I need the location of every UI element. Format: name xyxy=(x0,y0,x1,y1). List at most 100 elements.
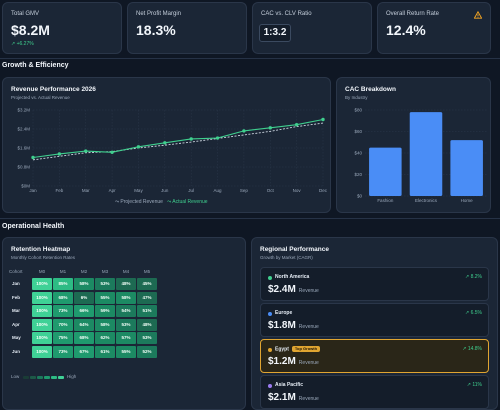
heatmap-cell[interactable]: 47% xyxy=(137,291,157,304)
heatmap-cell[interactable]: 73% xyxy=(53,305,73,317)
heatmap-col-header: M1 xyxy=(59,269,67,274)
section-divider xyxy=(0,58,500,59)
heatmap-title: Retention Heatmap xyxy=(11,246,71,253)
heatmap-cell[interactable]: 66% xyxy=(74,305,94,317)
heatmap-cell[interactable]: 73% xyxy=(53,345,73,358)
heatmap-cell[interactable]: 85% xyxy=(53,278,73,290)
heatmap-cell[interactable]: 75% xyxy=(53,332,73,344)
kpi-card-return-rate: Overall Return Rate 12.4% xyxy=(377,2,491,54)
heatmap-cell[interactable]: 100% xyxy=(32,318,52,331)
x-tick-label: Fashion xyxy=(377,198,394,203)
region-growth: ↗ 14.8% xyxy=(462,346,482,352)
data-point-actual xyxy=(57,152,62,156)
heatmap-cell[interactable]: 52% xyxy=(137,345,157,358)
heatmap-cell[interactable]: 53% xyxy=(116,318,136,331)
heatmap-cell[interactable]: 55% xyxy=(116,345,136,358)
section-divider xyxy=(0,218,500,219)
region-value: $1.8M Revenue xyxy=(268,320,319,331)
x-tick-label: Electronics xyxy=(415,198,438,203)
x-tick-label: Feb xyxy=(55,188,63,193)
heatmap-cell[interactable]: 58% xyxy=(74,278,94,290)
heatmap-cell[interactable]: 100% xyxy=(32,345,52,358)
trend-up-icon: ↗ xyxy=(11,41,16,47)
heatmap-cell[interactable]: 57% xyxy=(116,332,136,344)
heatmap-cell[interactable]: 51% xyxy=(137,305,157,317)
heatmap-cell[interactable]: 54% xyxy=(116,305,136,317)
legend-swatch xyxy=(30,376,36,379)
region-item-north-america[interactable]: North America $2.4M Revenue ↗ 8.2% xyxy=(260,267,489,301)
heatmap-cell[interactable]: 100% xyxy=(32,291,52,304)
heatmap-cell[interactable]: 100% xyxy=(32,332,52,344)
region-item-asia-pacific[interactable]: Asia Pacific $2.1M Revenue ↗ 11% xyxy=(260,375,489,409)
heatmap-cell[interactable]: 55% xyxy=(95,291,115,304)
heatmap-cell[interactable]: 61% xyxy=(95,345,115,358)
bar-home xyxy=(450,140,483,196)
region-name: Asia Pacific xyxy=(275,382,304,388)
series-line-actual xyxy=(32,118,324,159)
revenue-chart-legend: ⤳ Projected Revenue ⤳ Actual Revenue xyxy=(115,199,208,205)
kpi-delta-text: +6.27% xyxy=(16,41,34,47)
retention-heatmap-card: Retention Heatmap Monthly Cohort Retenti… xyxy=(2,237,246,410)
section-title-operational: Operational Health xyxy=(2,223,65,230)
heatmap-cell[interactable]: 64% xyxy=(74,318,94,331)
heatmap-cell[interactable]: 67% xyxy=(74,345,94,358)
region-item-egypt[interactable]: Egypt Top Growth $1.2M Revenue ↗ 14.8% xyxy=(260,339,489,373)
x-tick-label: Home xyxy=(461,198,474,203)
region-name: Europe xyxy=(275,310,293,316)
heatmap-cell[interactable]: 48% xyxy=(137,318,157,331)
data-point-actual xyxy=(189,137,193,141)
region-growth: ↗ 11% xyxy=(466,382,482,388)
heatmap-row-label: May xyxy=(12,335,21,340)
region-item-europe[interactable]: Europe $1.8M Revenue ↗ 6.5% xyxy=(260,303,489,337)
heatmap-cell[interactable]: 70% xyxy=(53,318,73,331)
kpi-delta: ↗ +6.27% xyxy=(11,41,34,47)
y-tick-label: $20 xyxy=(354,172,362,177)
heatmap-cell[interactable]: 68% xyxy=(74,332,94,344)
heatmap-cell[interactable]: 62% xyxy=(95,332,115,344)
x-tick-label: Oct xyxy=(267,188,275,193)
data-point-actual xyxy=(268,126,272,130)
y-tick-label: $60 xyxy=(354,129,362,134)
legend-actual: Actual Revenue xyxy=(172,199,208,205)
bar-fashion xyxy=(369,147,402,196)
legend-swatch xyxy=(37,376,43,379)
data-point-actual xyxy=(321,117,325,122)
heatmap-col-header: M0 xyxy=(38,269,46,274)
x-tick-label: Dec xyxy=(319,188,328,193)
x-tick-label: Apr xyxy=(109,188,117,193)
regional-title: Regional Performance xyxy=(260,246,329,253)
heatmap-cell[interactable]: 6% xyxy=(74,291,94,304)
heatmap-row-label: Jan xyxy=(12,281,20,286)
heatmap-row-label: Jun xyxy=(12,348,21,354)
heatmap-cell[interactable]: 53% xyxy=(95,278,115,290)
region-dot xyxy=(268,312,272,316)
kpi-card-cac-clv: CAC vs. CLV Ratio 1:3.2 xyxy=(252,2,372,54)
heatmap-cell[interactable]: 100% xyxy=(32,305,52,317)
region-name: North America xyxy=(275,274,310,280)
legend-swatch xyxy=(51,376,57,379)
heatmap-cell[interactable]: 53% xyxy=(137,332,157,344)
data-point-actual xyxy=(31,155,35,160)
heatmap-col-header: M5 xyxy=(143,269,151,274)
heatmap-col-header: M3 xyxy=(101,269,109,274)
y-tick-label: $1.6M xyxy=(17,146,30,151)
heatmap-cell[interactable]: 100% xyxy=(32,278,52,290)
kpi-label: Net Profit Margin xyxy=(136,11,182,17)
heatmap-col-header: M2 xyxy=(80,269,88,274)
heatmap-legend-low: Low xyxy=(11,374,20,379)
x-tick-label: May xyxy=(134,188,143,193)
heatmap-cell[interactable]: 48% xyxy=(116,278,136,290)
region-dot xyxy=(268,384,272,388)
heatmap-row-label: Apr xyxy=(12,321,20,327)
heatmap-cell[interactable]: 58% xyxy=(95,318,115,331)
legend-actual-icon: ⤳ xyxy=(167,199,172,205)
heatmap-cell[interactable]: 68% xyxy=(53,291,73,304)
y-tick-label: $0M xyxy=(21,184,30,189)
data-point-actual xyxy=(136,145,141,149)
heatmap-cell[interactable]: 45% xyxy=(137,278,157,290)
kpi-label: Overall Return Rate xyxy=(386,11,440,17)
heatmap-cell[interactable]: 58% xyxy=(116,291,136,304)
data-point-actual xyxy=(84,149,88,153)
heatmap-cell[interactable]: 59% xyxy=(95,305,115,317)
region-name: Egypt Top Growth xyxy=(275,346,321,352)
